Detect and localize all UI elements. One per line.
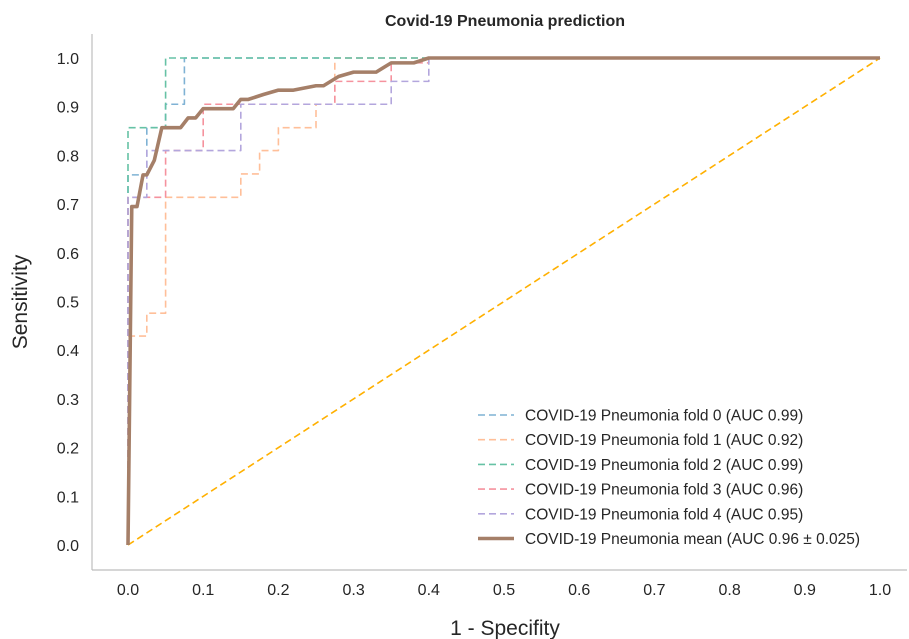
- y-tick-label: 0.1: [57, 489, 79, 506]
- legend-label: COVID-19 Pneumonia fold 4 (AUC 0.95): [525, 506, 803, 523]
- y-tick-label: 0.8: [57, 148, 79, 165]
- legend-label: COVID-19 Pneumonia fold 1 (AUC 0.92): [525, 432, 803, 449]
- x-tick-label: 0.3: [342, 582, 364, 599]
- y-tick-label: 0.3: [57, 392, 79, 409]
- x-tick-label: 0.8: [718, 582, 740, 599]
- series-line-fold-1: [127, 57, 880, 545]
- y-tick-label: 0.0: [57, 538, 79, 555]
- y-tick-label: 0.6: [57, 246, 79, 263]
- y-tick-label: 0.2: [57, 441, 79, 458]
- series-line-mean: [126, 56, 880, 546]
- legend-label: COVID-19 Pneumonia fold 0 (AUC 0.99): [525, 408, 803, 425]
- y-axis-label: Sensitivity: [9, 254, 32, 349]
- y-tick-label: 0.7: [57, 197, 79, 214]
- x-tick-label: 0.7: [643, 582, 665, 599]
- x-tick-label: 0.4: [418, 582, 440, 599]
- legend: COVID-19 Pneumonia fold 0 (AUC 0.99) COVI…: [478, 408, 860, 548]
- legend-label: COVID-19 Pneumonia mean (AUC 0.96 ± 0.02…: [525, 531, 860, 548]
- x-tick-label: 0.5: [493, 582, 515, 599]
- legend-label: COVID-19 Pneumonia fold 3 (AUC 0.96): [525, 482, 803, 499]
- x-tick-label: 0.2: [267, 582, 289, 599]
- x-axis-label: 1 - Specifity: [450, 617, 560, 639]
- y-tick-label: 0.5: [57, 295, 79, 312]
- x-tick-label: 0.1: [192, 582, 214, 599]
- legend-label: COVID-19 Pneumonia fold 2 (AUC 0.99): [525, 457, 803, 474]
- x-tick-label: 0.0: [117, 582, 139, 599]
- chart-title: Covid-19 Pneumonia prediction: [385, 13, 625, 30]
- x-tick-label: 1.0: [869, 582, 891, 599]
- y-tick-label: 0.9: [57, 100, 79, 117]
- x-tick-label: 0.6: [568, 582, 590, 599]
- x-tick-label: 0.9: [794, 582, 816, 599]
- series-layer: [126, 56, 881, 546]
- y-tick-label: 1.0: [57, 51, 79, 68]
- chance-diagonal-line: [127, 57, 881, 546]
- axes: [91, 34, 907, 571]
- y-tick-label: 0.4: [57, 343, 79, 360]
- y-tick-labels: 0.0 0.1 0.2 0.3 0.4 0.5 0.6 0.7 0.8 0.9 1.0: [57, 51, 79, 555]
- series-line-fold-4: [127, 57, 880, 545]
- x-tick-labels: 0.0 0.1 0.2 0.3 0.4 0.5 0.6 0.7 0.8 0.9 1.0: [117, 582, 891, 599]
